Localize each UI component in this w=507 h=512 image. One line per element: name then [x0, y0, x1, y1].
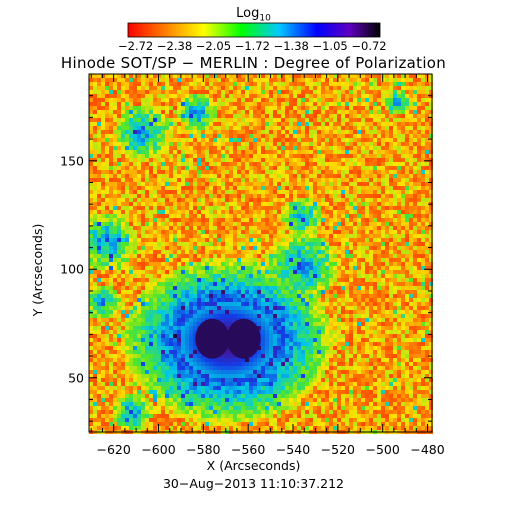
x-tick-label: −500 [365, 442, 400, 457]
x-tick-label: −600 [141, 442, 176, 457]
y-axis-label: Y (Arcseconds) [30, 223, 45, 317]
x-axis-label: X (Arcseconds) [206, 458, 301, 473]
observation-timestamp: 30−Aug−2013 11:10:37.212 [162, 476, 345, 491]
umbra-core [226, 318, 261, 359]
colorbar-title: Log10 [236, 6, 271, 24]
x-tick-label: −520 [320, 442, 355, 457]
polarization-map [89, 74, 433, 434]
colorbar-tick-labels: −2.72 −2.38 −2.05 −1.72 −1.38 −1.05 −0.7… [118, 39, 387, 53]
y-tick-label: 100 [60, 261, 84, 277]
x-tick-label: −480 [410, 442, 445, 457]
y-tick-label: 150 [60, 153, 84, 169]
x-tick-label: −580 [186, 442, 221, 457]
plot-frame [88, 73, 433, 433]
x-tick-label: −540 [275, 442, 311, 457]
umbra-core [195, 318, 230, 359]
y-tick-label: 50 [68, 370, 84, 386]
colorbar-border [127, 22, 381, 38]
x-tick-label: −620 [96, 442, 131, 457]
colorbar-strip [128, 23, 380, 37]
x-tick-label: −560 [230, 442, 266, 457]
polarization-pixels [89, 74, 433, 434]
axis-tick-marks [89, 73, 432, 432]
plot-title: Hinode SOT/SP − MERLIN : Degree of Polar… [60, 54, 447, 72]
